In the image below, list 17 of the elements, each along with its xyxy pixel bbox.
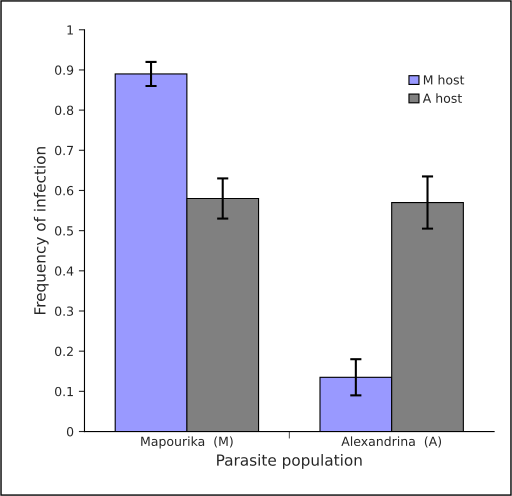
legend-label: A host bbox=[422, 93, 462, 103]
y-tick-label: 0.7 bbox=[55, 146, 73, 156]
y-tick-label: 0.6 bbox=[55, 186, 74, 196]
y-axis-title: Frequency of infection bbox=[34, 147, 49, 314]
y-tick-label: 0.9 bbox=[55, 65, 74, 75]
y-tick-label: 1 bbox=[67, 25, 73, 35]
x-tick-label: Mapourika (M) bbox=[141, 436, 233, 448]
y-tick-label: 0.4 bbox=[55, 266, 74, 276]
y-tick-label: 0.8 bbox=[55, 106, 74, 116]
y-tick-label: 0.5 bbox=[55, 226, 73, 236]
y-tick-label: 0.2 bbox=[55, 346, 73, 356]
y-tick-label: 0 bbox=[66, 426, 74, 436]
legend-label: M host bbox=[424, 74, 464, 85]
y-tick-label: 0.3 bbox=[55, 306, 74, 316]
x-axis-title: Parasite population bbox=[217, 454, 362, 469]
x-tick-label: Alexandrina (A) bbox=[341, 436, 442, 448]
y-tick-label: 0.1 bbox=[55, 386, 73, 396]
